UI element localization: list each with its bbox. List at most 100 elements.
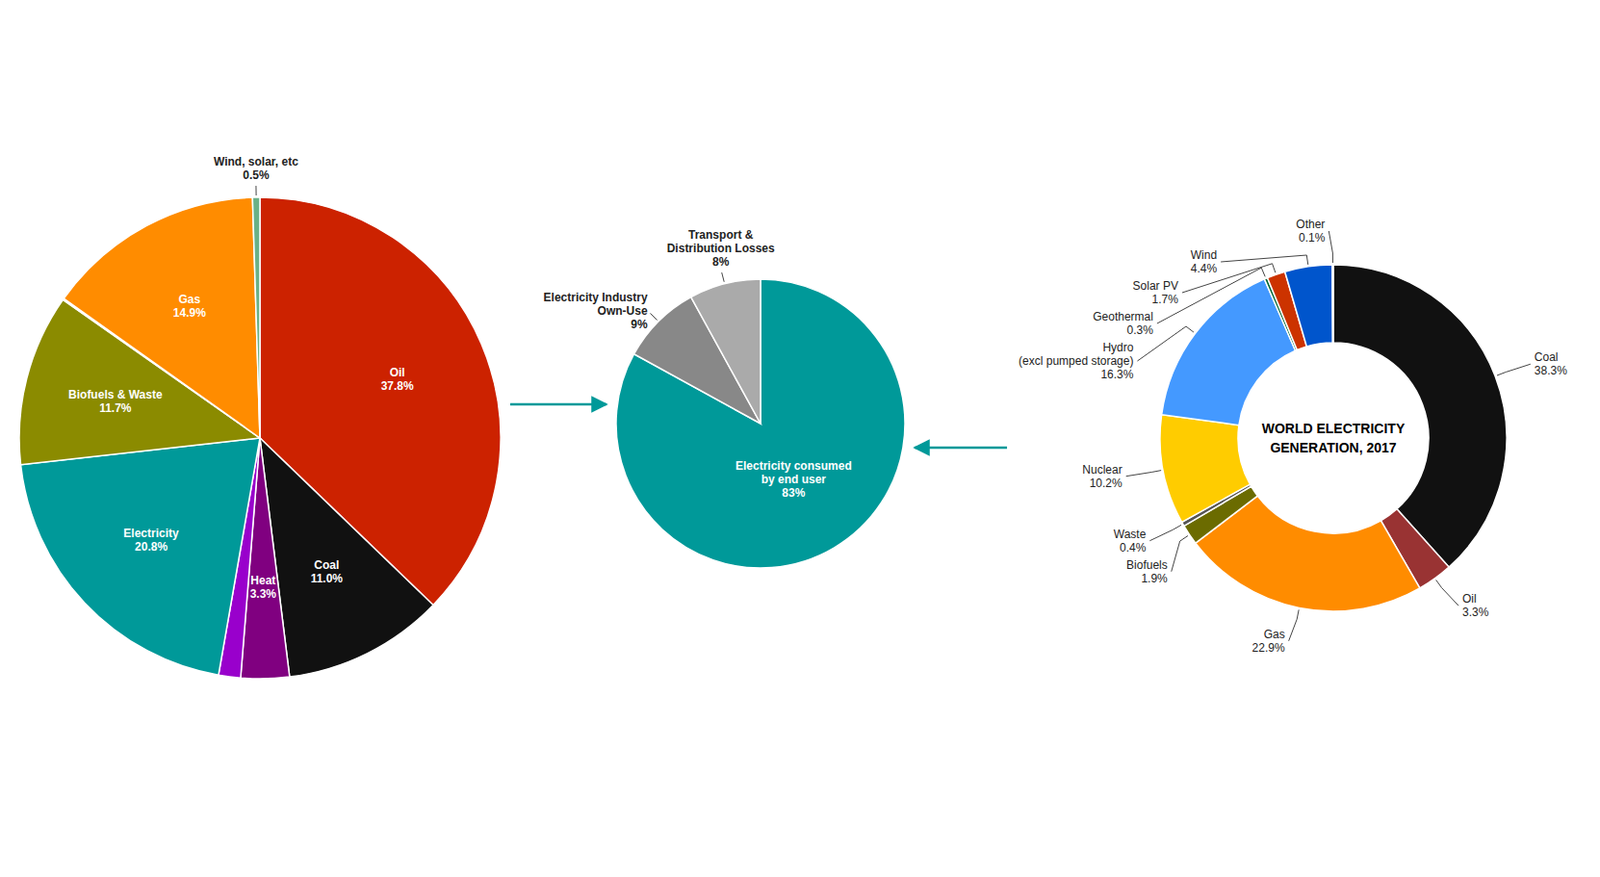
slice <box>259 438 434 677</box>
flow-arrow <box>510 403 607 407</box>
slice <box>691 279 761 424</box>
value-label: 3.3% <box>1462 605 1490 620</box>
leader-line <box>1157 267 1265 324</box>
slice-label: Gas14.9% <box>173 292 207 320</box>
value-label: 1.7% <box>1152 292 1180 307</box>
value-label: 37.8% <box>381 379 414 393</box>
leader-line <box>1496 363 1531 376</box>
leader-line <box>1126 470 1162 477</box>
slice-label: Coal38.3% <box>1534 350 1568 378</box>
category-label-line: Biofuels <box>1126 558 1168 572</box>
category-label-line: (excl pumped storage) <box>1018 354 1134 368</box>
value-label: 8% <box>712 255 730 269</box>
leader-line <box>722 272 724 283</box>
category-label-line: by end user <box>761 472 827 487</box>
slice-label: Oil37.8% <box>381 365 414 393</box>
leader-line <box>1149 524 1182 541</box>
value-label: 0.1% <box>1298 231 1326 245</box>
value-label: 0.5% <box>242 168 270 182</box>
value-label: 10.2% <box>1089 476 1123 491</box>
slices <box>1160 264 1507 612</box>
category-label: Wind, solar, etc <box>213 154 299 169</box>
category-label: Geothermal <box>1092 309 1154 324</box>
category-label: Wind <box>1190 248 1217 262</box>
category-label: Gas <box>178 292 201 307</box>
slice-label: Electricity20.8% <box>123 526 180 554</box>
category-label-line: Waste <box>1113 527 1147 542</box>
slice-label: Oil3.3% <box>1462 592 1490 620</box>
title-line: GENERATION, 2017 <box>1269 439 1396 456</box>
slice-label: Gas22.9% <box>1252 627 1286 655</box>
value-label: 16.3% <box>1100 367 1134 382</box>
value-label: 4.4% <box>1190 261 1218 276</box>
category-label: Coal <box>313 558 339 572</box>
slice <box>1160 414 1250 523</box>
slice-label: Solar PV1.7% <box>1133 279 1180 307</box>
category-label-line: Electricity <box>123 526 180 541</box>
category-label: Coal <box>1534 350 1559 364</box>
slice-label: Waste0.4% <box>1113 527 1147 555</box>
slice-label: Nuclear10.2% <box>1082 463 1123 491</box>
value-label: 0.4% <box>1119 541 1147 555</box>
slice-label: Biofuels1.9% <box>1126 558 1168 586</box>
value-label: 38.3% <box>1534 363 1568 378</box>
category-label: Biofuels & Waste <box>68 387 163 402</box>
labels: Electricity consumedby end user83%Electr… <box>543 228 852 500</box>
value-label: 11.0% <box>310 571 344 586</box>
category-label-line: Distribution Losses <box>667 241 775 256</box>
category-label: Nuclear <box>1082 463 1122 477</box>
category-label: Electricity <box>123 526 180 541</box>
category-label: Hydro(excl pumped storage) <box>1018 340 1135 368</box>
slice-label: Wind, solar, etc0.5% <box>213 154 299 182</box>
category-label-line: Oil <box>1462 592 1477 606</box>
value-label: 14.9% <box>173 306 207 320</box>
category-label: Gas <box>1264 627 1286 642</box>
slice-label: Geothermal0.3% <box>1092 309 1154 337</box>
category-label: Oil <box>1462 592 1477 606</box>
category-label-line: Nuclear <box>1082 463 1122 477</box>
category-label: Solar PV <box>1133 279 1179 293</box>
category-label-line: Gas <box>178 292 201 307</box>
pie-chart: Oil37.8% Coal11.0% Heat3.3% Electricity20.8… <box>19 154 501 679</box>
value-label: 20.8% <box>134 540 168 554</box>
slice-label: Wind4.4% <box>1190 248 1218 276</box>
slice-label: Electricity IndustryOwn-Use9% <box>543 290 648 332</box>
category-label-line: Transport & <box>688 228 754 242</box>
value-label: 0.3% <box>1127 323 1155 337</box>
chart-title: WORLD ELECTRICITYGENERATION, 2017 <box>1262 420 1406 456</box>
value-label: 9% <box>630 317 648 332</box>
category-label: Biofuels <box>1126 558 1168 572</box>
leader-line <box>1171 536 1188 572</box>
category-label-line: Coal <box>313 558 339 572</box>
slice-label: Heat3.3% <box>250 573 278 601</box>
category-label-line: Geothermal <box>1092 309 1154 324</box>
category-label-line: Oil <box>389 365 406 380</box>
slice <box>21 438 260 675</box>
value-label: 83% <box>781 486 805 500</box>
labels: Oil37.8% Coal11.0% Heat3.3% Electricity20.8… <box>68 154 414 601</box>
category-label: Electricity IndustryOwn-Use <box>543 290 648 318</box>
leader-line <box>1289 609 1300 641</box>
category-label-line: Coal <box>1534 350 1559 364</box>
category-label-line: Electricity consumed <box>735 459 852 473</box>
category-label: Other <box>1295 217 1325 232</box>
flow-arrow <box>914 446 1007 450</box>
slice <box>1285 264 1334 347</box>
value-label: 11.7% <box>99 401 132 415</box>
slice <box>616 279 905 568</box>
value-label: 3.3% <box>250 587 278 601</box>
category-label: Transport &Distribution Losses <box>667 228 775 256</box>
slice-label: Electricity consumedby end user83% <box>735 459 852 500</box>
category-label-line: Heat <box>250 573 276 588</box>
category-label-line: Electricity Industry <box>543 290 648 305</box>
slices <box>616 279 905 568</box>
leader-line <box>1436 579 1459 606</box>
slice-label: Hydro(excl pumped storage)16.3% <box>1018 340 1135 382</box>
category-label-line: Wind <box>1190 248 1217 262</box>
pie-chart: Electricity consumedby end user83%Electr… <box>543 228 905 568</box>
category-label: Heat <box>250 573 276 588</box>
category-label-line: Own-Use <box>597 304 648 318</box>
donut-chart: Other0.1%Wind4.4%Solar PV1.7%Geothermal0… <box>1018 217 1568 655</box>
flow-arrows <box>510 404 1007 448</box>
leader-line <box>1136 326 1194 362</box>
